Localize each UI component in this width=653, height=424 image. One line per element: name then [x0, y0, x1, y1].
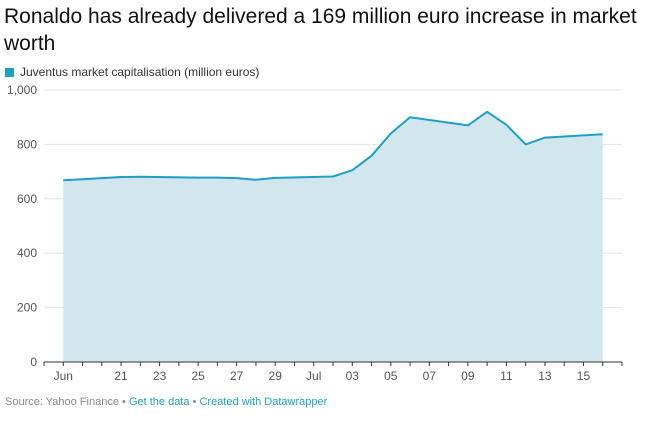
x-tick-label: 27 [230, 369, 244, 383]
x-tick-label: 29 [269, 369, 283, 383]
series-line [63, 110, 603, 182]
plot-area [63, 110, 603, 362]
y-tick-label: 0 [30, 355, 37, 369]
footer-separator: • [122, 396, 129, 408]
get-the-data-link[interactable]: Get the data [128, 396, 190, 408]
y-tick-label: 400 [17, 246, 37, 260]
x-tick-label: 07 [423, 369, 437, 383]
footer: Source: Yahoo Finance • Get the data • C… [5, 396, 327, 408]
x-tick-label: 25 [191, 369, 205, 383]
y-tick-label: 200 [17, 301, 37, 315]
footer-separator: • [192, 396, 200, 408]
x-tick-label: 23 [153, 369, 167, 383]
area-chart: 0 200 400 600 800 1,000 Jun 21 23 25 27 29 Jul 03 05 0… [7, 83, 623, 383]
x-tick-label: Jun [54, 369, 73, 383]
x-tick-label: Jul [306, 369, 321, 383]
x-tick-label: 21 [114, 369, 128, 383]
legend-swatch [5, 67, 14, 77]
y-tick-label: 600 [17, 192, 37, 206]
area-fill [63, 111, 603, 362]
x-tick-label: 05 [384, 369, 398, 383]
x-tick-label: 09 [461, 369, 475, 383]
x-tick-label: 13 [538, 369, 552, 383]
chart-title: Ronaldo has already delivered a 169 mill… [4, 5, 637, 55]
x-tick-label: 15 [577, 369, 591, 383]
y-tick-label: 1,000 [7, 83, 37, 97]
source-text: Source: Yahoo Finance [5, 396, 119, 408]
x-tick-label: 11 [500, 369, 513, 383]
legend-label: Juventus market capitalisation (million … [20, 65, 260, 79]
y-tick-label: 800 [17, 137, 37, 151]
legend: Juventus market capitalisation (million … [5, 65, 259, 79]
x-tick-label: 03 [346, 369, 360, 383]
datawrapper-link[interactable]: Created with Datawrapper [199, 396, 328, 408]
y-axis-labels: 0 200 400 600 800 1,000 [7, 83, 37, 369]
x-axis: Jun 21 23 25 27 29 Jul 03 05 07 09 11 13 15 [43, 361, 623, 383]
